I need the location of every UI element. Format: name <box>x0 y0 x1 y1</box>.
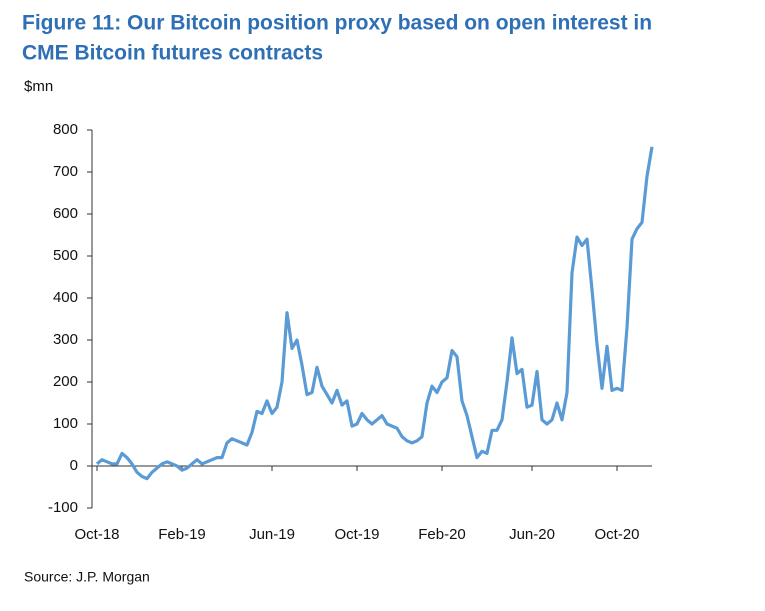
chart-subtitle: CME Bitcoin futures contracts <box>22 42 323 65</box>
x-tick-label: Jun-20 <box>509 526 555 543</box>
data-line <box>95 146 654 481</box>
source: Source: J.P. Morgan <box>24 569 150 585</box>
y-tick-label: 200 <box>53 373 78 390</box>
y-tick-label: 800 <box>53 121 78 138</box>
x-tick-label: Oct-19 <box>334 526 379 543</box>
y-tick-label: 700 <box>53 163 78 180</box>
y-tick-label: 100 <box>53 415 78 432</box>
y-tick-label: -100 <box>48 499 78 516</box>
y-tick-label: 0 <box>70 457 78 474</box>
y-tick-label: 300 <box>53 331 78 348</box>
x-tick-label: Feb-19 <box>158 526 206 543</box>
x-tick-label: Jun-19 <box>249 526 295 543</box>
x-tick-label: Feb-20 <box>418 526 466 543</box>
y-tick-label: 400 <box>53 289 78 306</box>
y-tick-label: 600 <box>53 205 78 222</box>
y-axis-label: $mn <box>24 78 53 95</box>
y-tick-label: 500 <box>53 247 78 264</box>
x-tick-label: Oct-18 <box>74 526 119 543</box>
x-tick-label: Oct-20 <box>594 526 639 543</box>
chart-title: Figure 11: Our Bitcoin position proxy ba… <box>22 12 652 35</box>
